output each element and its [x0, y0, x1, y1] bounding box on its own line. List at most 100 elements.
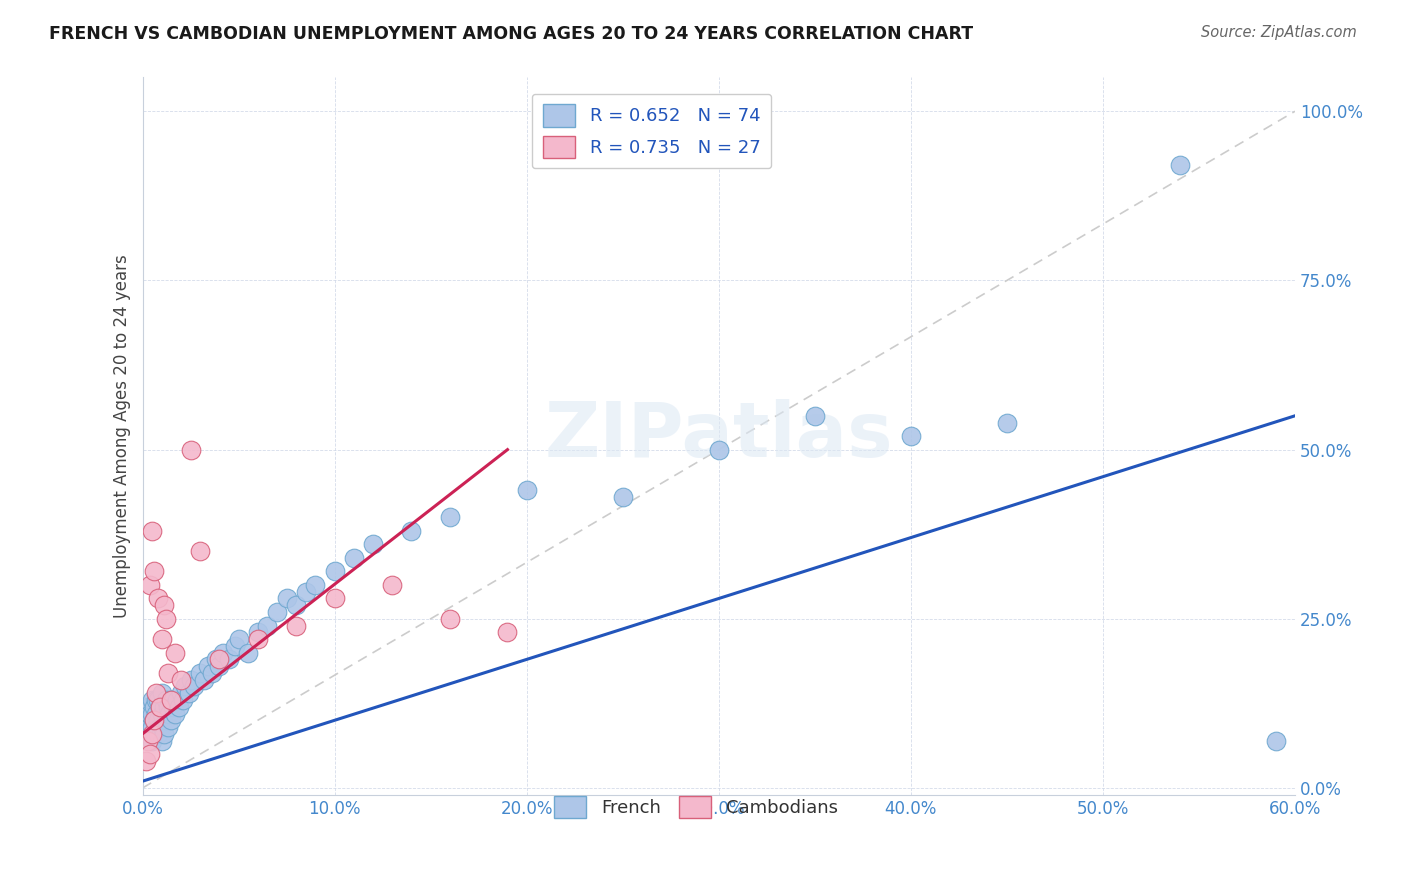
- Point: [224, 639, 246, 653]
- Point: [149, 720, 172, 734]
- Point: [141, 693, 163, 707]
- Point: [141, 706, 163, 721]
- Point: [152, 727, 174, 741]
- Point: [266, 605, 288, 619]
- Point: [150, 733, 173, 747]
- Point: [152, 599, 174, 613]
- Point: [141, 524, 163, 538]
- Point: [146, 693, 169, 707]
- Text: ZIPatlas: ZIPatlas: [544, 399, 893, 473]
- Point: [401, 524, 423, 538]
- Point: [183, 680, 205, 694]
- Point: [139, 747, 162, 761]
- Point: [145, 686, 167, 700]
- Point: [304, 578, 326, 592]
- Point: [141, 733, 163, 747]
- Point: [170, 686, 193, 700]
- Point: [160, 714, 183, 728]
- Point: [141, 720, 163, 734]
- Point: [170, 673, 193, 687]
- Point: [145, 720, 167, 734]
- Point: [150, 686, 173, 700]
- Point: [256, 618, 278, 632]
- Point: [143, 565, 166, 579]
- Point: [804, 409, 827, 423]
- Point: [156, 699, 179, 714]
- Point: [188, 665, 211, 680]
- Point: [343, 550, 366, 565]
- Point: [201, 665, 224, 680]
- Point: [160, 693, 183, 707]
- Point: [172, 693, 194, 707]
- Point: [160, 693, 183, 707]
- Point: [162, 699, 184, 714]
- Point: [150, 706, 173, 721]
- Point: [900, 429, 922, 443]
- Point: [193, 673, 215, 687]
- Text: Source: ZipAtlas.com: Source: ZipAtlas.com: [1201, 25, 1357, 40]
- Text: FRENCH VS CAMBODIAN UNEMPLOYMENT AMONG AGES 20 TO 24 YEARS CORRELATION CHART: FRENCH VS CAMBODIAN UNEMPLOYMENT AMONG A…: [49, 25, 973, 43]
- Point: [156, 665, 179, 680]
- Point: [152, 699, 174, 714]
- Point: [285, 599, 308, 613]
- Point: [180, 673, 202, 687]
- Point: [173, 680, 195, 694]
- Point: [155, 714, 177, 728]
- Point: [146, 714, 169, 728]
- Point: [381, 578, 404, 592]
- Point: [143, 714, 166, 728]
- Point: [136, 699, 159, 714]
- Point: [323, 565, 346, 579]
- Point: [995, 416, 1018, 430]
- Point: [157, 706, 180, 721]
- Point: [135, 754, 157, 768]
- Point: [167, 699, 190, 714]
- Point: [439, 510, 461, 524]
- Point: [208, 659, 231, 673]
- Y-axis label: Unemployment Among Ages 20 to 24 years: Unemployment Among Ages 20 to 24 years: [114, 254, 131, 618]
- Point: [141, 727, 163, 741]
- Point: [136, 714, 159, 728]
- Point: [165, 646, 187, 660]
- Point: [145, 706, 167, 721]
- Point: [146, 591, 169, 606]
- Point: [246, 632, 269, 646]
- Point: [145, 693, 167, 707]
- Point: [246, 625, 269, 640]
- Point: [180, 442, 202, 457]
- Point: [496, 625, 519, 640]
- Point: [139, 578, 162, 592]
- Point: [165, 706, 187, 721]
- Point: [188, 544, 211, 558]
- Point: [156, 720, 179, 734]
- Point: [155, 612, 177, 626]
- Point: [143, 699, 166, 714]
- Point: [150, 632, 173, 646]
- Point: [238, 646, 260, 660]
- Legend: French, Cambodians: French, Cambodians: [547, 789, 845, 825]
- Point: [208, 652, 231, 666]
- Point: [149, 699, 172, 714]
- Point: [150, 720, 173, 734]
- Point: [143, 714, 166, 728]
- Point: [143, 727, 166, 741]
- Point: [1264, 733, 1286, 747]
- Point: [139, 706, 162, 721]
- Point: [197, 659, 219, 673]
- Point: [516, 483, 538, 498]
- Point: [136, 733, 159, 747]
- Point: [1168, 158, 1191, 172]
- Point: [323, 591, 346, 606]
- Point: [177, 686, 200, 700]
- Point: [149, 699, 172, 714]
- Point: [146, 727, 169, 741]
- Point: [276, 591, 298, 606]
- Point: [361, 537, 384, 551]
- Point: [204, 652, 226, 666]
- Point: [439, 612, 461, 626]
- Point: [218, 652, 240, 666]
- Point: [155, 693, 177, 707]
- Point: [285, 618, 308, 632]
- Point: [294, 584, 316, 599]
- Point: [139, 720, 162, 734]
